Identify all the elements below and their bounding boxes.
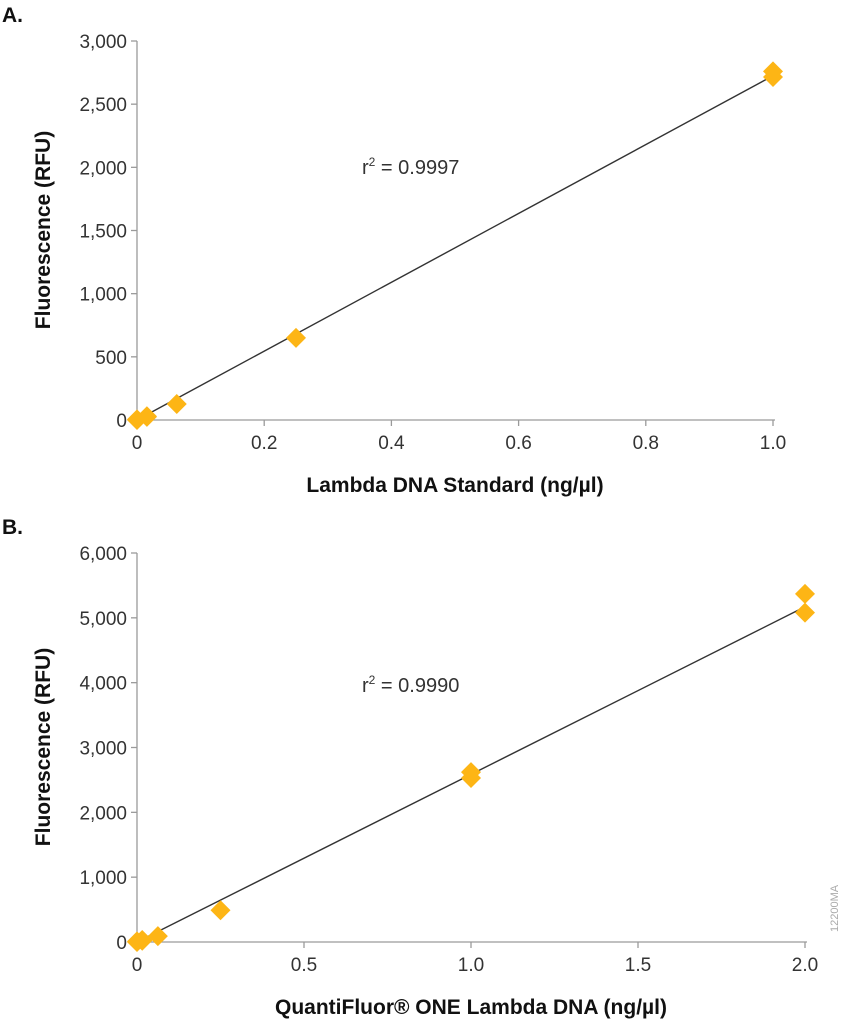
superscript: 2 (369, 155, 376, 169)
y-tick-label: 4,000 (79, 674, 127, 695)
panel-label: A. (2, 4, 23, 27)
x-tick-label: 2.0 (792, 955, 818, 976)
data-point (147, 926, 168, 947)
chart-b: B. 0 1,000 2,000 3,000 4,000 5,000 6,000 0 0.5 1.0… (2, 516, 818, 1019)
y-tick-label: 1,500 (79, 222, 127, 243)
r-symbol: r (362, 675, 369, 697)
y-tick-label: 5,000 (79, 609, 127, 630)
y-tick-label: 1,000 (79, 285, 127, 306)
data-point (132, 930, 153, 951)
r-squared-value: = 0.9990 (375, 675, 459, 697)
y-tick-label: 0 (116, 411, 127, 432)
data-point (166, 393, 187, 414)
r-squared-annotation: r2 = 0.9990 (362, 673, 459, 697)
x-tick-label: 0.8 (633, 433, 659, 454)
x-tick-label: 1.0 (760, 433, 786, 454)
y-axis-label: Fluorescence (RFU) (32, 131, 55, 329)
x-axis-label: Lambda DNA Standard (ng/µl) (306, 474, 603, 497)
x-tick-label: 1.0 (458, 955, 484, 976)
data-point (763, 61, 783, 82)
y-tick-label: 0 (116, 933, 127, 954)
x-tick-label: 0 (132, 955, 143, 976)
x-tick-label: 1.5 (625, 955, 651, 976)
superscript: 2 (369, 673, 376, 687)
fit-line (136, 75, 774, 421)
panel-label: B. (2, 516, 23, 539)
y-tick-label: 2,000 (79, 158, 127, 179)
x-tick-label: 0.6 (505, 433, 531, 454)
data-point (136, 406, 157, 427)
x-tick-label: 0.5 (291, 955, 317, 976)
r-symbol: r (362, 157, 369, 179)
y-tick-label: 2,500 (79, 95, 127, 116)
x-tick-label: 0.2 (251, 433, 277, 454)
data-point (286, 327, 306, 348)
data-point (210, 900, 231, 921)
figure-code: 12200MA (829, 884, 841, 932)
y-tick-label: 3,000 (79, 739, 127, 760)
data-point (461, 762, 481, 783)
y-tick-label: 1,000 (79, 868, 127, 889)
x-tick-label: 0.4 (378, 433, 405, 454)
data-point (795, 602, 815, 623)
y-tick-label: 6,000 (79, 544, 127, 565)
y-tick-label: 2,000 (79, 803, 127, 824)
x-tick-label: 0 (132, 433, 143, 454)
x-axis-label: QuantiFluor® ONE Lambda DNA (ng/µl) (275, 996, 667, 1019)
y-tick-label: 500 (95, 348, 127, 369)
r-squared-annotation: r2 = 0.9997 (362, 155, 459, 179)
chart-a: A. 0 500 1,000 1,500 2,000 2,500 3,000 0 0.2 0.4 0.… (2, 4, 786, 497)
data-point (795, 583, 815, 604)
y-axis-label: Fluorescence (RFU) (32, 648, 55, 846)
y-tick-label: 3,000 (79, 32, 127, 53)
r-squared-value: = 0.9997 (375, 157, 459, 179)
